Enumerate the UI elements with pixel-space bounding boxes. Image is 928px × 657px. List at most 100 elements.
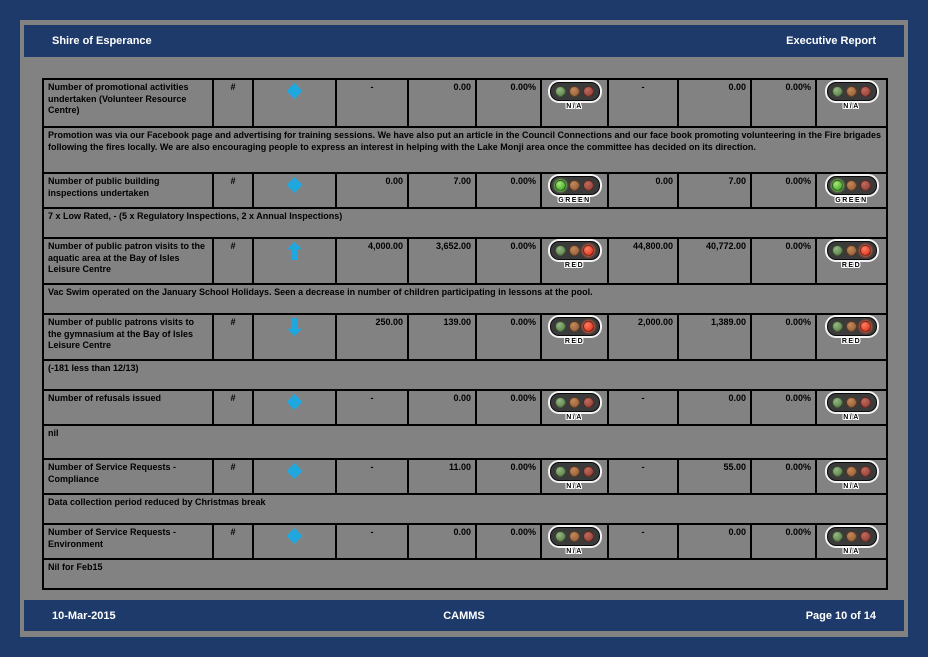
amber-light-icon xyxy=(569,466,580,477)
traffic-light-housing xyxy=(826,393,877,412)
ytd-actual-value: 0.00 xyxy=(677,78,752,128)
actual-value: 3,652.00 xyxy=(407,237,477,285)
green-light-icon xyxy=(555,466,566,477)
trend-cell xyxy=(252,172,337,209)
percent-value: 0.00% xyxy=(475,172,542,209)
amber-light-icon xyxy=(569,531,580,542)
red-light-icon xyxy=(860,321,871,332)
red-light-icon xyxy=(583,245,594,256)
target-value: 0.00 xyxy=(335,172,409,209)
green-light-icon xyxy=(832,397,843,408)
footer-date: 10-Mar-2015 xyxy=(52,609,116,622)
traffic-light: N/A xyxy=(826,82,877,111)
header-right-title: Executive Report xyxy=(786,35,876,47)
target-value: - xyxy=(335,458,409,495)
trend-cell xyxy=(252,78,337,128)
red-light-icon xyxy=(583,531,594,542)
comment-row: Data collection period reduced by Christ… xyxy=(42,493,888,525)
red-light-icon xyxy=(860,245,871,256)
report-table: Number of promotional activities underta… xyxy=(42,78,888,590)
red-light-icon xyxy=(860,531,871,542)
red-light-icon xyxy=(860,180,871,191)
amber-light-icon xyxy=(846,397,857,408)
table-row: Number of public patron visits to the aq… xyxy=(42,237,888,285)
red-light-icon xyxy=(860,86,871,97)
traffic-light-label: N/A xyxy=(843,103,860,110)
traffic-light-housing xyxy=(826,317,877,336)
trend-cell xyxy=(252,237,337,285)
ytd-target-value: 0.00 xyxy=(607,172,679,209)
table-row: Number of Service Requests - Environment… xyxy=(42,523,888,560)
footer-center-text: CAMMS xyxy=(443,609,485,622)
ytd-actual-value: 0.00 xyxy=(677,523,752,560)
ytd-percent-value: 0.00% xyxy=(750,313,817,361)
comment-row: (-181 less than 12/13) xyxy=(42,359,888,391)
unit-cell: # xyxy=(212,313,254,361)
traffic-light-label: RED xyxy=(564,338,585,345)
comment-row: Promotion was via our Facebook page and … xyxy=(42,126,888,174)
ytd-status-cell: N/A xyxy=(815,458,888,495)
traffic-light: N/A xyxy=(826,393,877,422)
amber-light-icon xyxy=(569,180,580,191)
traffic-light: RED xyxy=(549,241,600,270)
traffic-light-housing xyxy=(549,241,600,260)
percent-value: 0.00% xyxy=(475,237,542,285)
table-row: Number of refusals issued # - 0.00 0.00%… xyxy=(42,389,888,426)
diamond-icon xyxy=(286,463,303,479)
table-row: Number of public building inspections un… xyxy=(42,172,888,209)
comment-row: Nil for Feb15 xyxy=(42,558,888,590)
trend-cell xyxy=(252,458,337,495)
green-light-icon xyxy=(832,245,843,256)
actual-value: 0.00 xyxy=(407,78,477,128)
measure-name: Number of public building inspections un… xyxy=(42,172,214,209)
target-value: - xyxy=(335,78,409,128)
percent-value: 0.00% xyxy=(475,313,542,361)
amber-light-icon xyxy=(846,321,857,332)
amber-light-icon xyxy=(569,397,580,408)
traffic-light: N/A xyxy=(549,82,600,111)
amber-light-icon xyxy=(569,245,580,256)
traffic-light-label: RED xyxy=(564,262,585,269)
green-light-icon xyxy=(832,531,843,542)
traffic-light-housing xyxy=(826,176,877,195)
unit-cell: # xyxy=(212,172,254,209)
traffic-light-housing xyxy=(549,317,600,336)
trend-cell xyxy=(252,523,337,560)
traffic-light-label: GREEN xyxy=(558,197,591,204)
traffic-light: RED xyxy=(549,317,600,346)
traffic-light-label: RED xyxy=(841,262,862,269)
actual-value: 7.00 xyxy=(407,172,477,209)
traffic-light-housing xyxy=(826,82,877,101)
traffic-light-housing xyxy=(549,176,600,195)
ytd-percent-value: 0.00% xyxy=(750,237,817,285)
ytd-actual-value: 0.00 xyxy=(677,389,752,426)
diamond-icon xyxy=(286,394,303,410)
ytd-status-cell: GREEN xyxy=(815,172,888,209)
traffic-light: RED xyxy=(826,317,877,346)
green-light-icon xyxy=(555,180,566,191)
percent-value: 0.00% xyxy=(475,389,542,426)
ytd-actual-value: 7.00 xyxy=(677,172,752,209)
measure-name: Number of public patrons visits to the g… xyxy=(42,313,214,361)
ytd-target-value: 44,800.00 xyxy=(607,237,679,285)
actual-value: 0.00 xyxy=(407,389,477,426)
ytd-status-cell: N/A xyxy=(815,389,888,426)
red-light-icon xyxy=(583,397,594,408)
ytd-percent-value: 0.00% xyxy=(750,523,817,560)
red-light-icon xyxy=(583,321,594,332)
traffic-light-housing xyxy=(826,462,877,481)
comment-text: Data collection period reduced by Christ… xyxy=(42,493,888,525)
traffic-light-label: N/A xyxy=(843,414,860,421)
measure-name: Number of Service Requests - Compliance xyxy=(42,458,214,495)
trend-cell xyxy=(252,389,337,426)
target-value: 4,000.00 xyxy=(335,237,409,285)
unit-cell: # xyxy=(212,78,254,128)
green-light-icon xyxy=(832,321,843,332)
down-arrow-icon xyxy=(287,318,302,336)
amber-light-icon xyxy=(846,245,857,256)
ytd-target-value: 2,000.00 xyxy=(607,313,679,361)
unit-cell: # xyxy=(212,523,254,560)
ytd-target-value: - xyxy=(607,458,679,495)
traffic-light: N/A xyxy=(549,527,600,556)
